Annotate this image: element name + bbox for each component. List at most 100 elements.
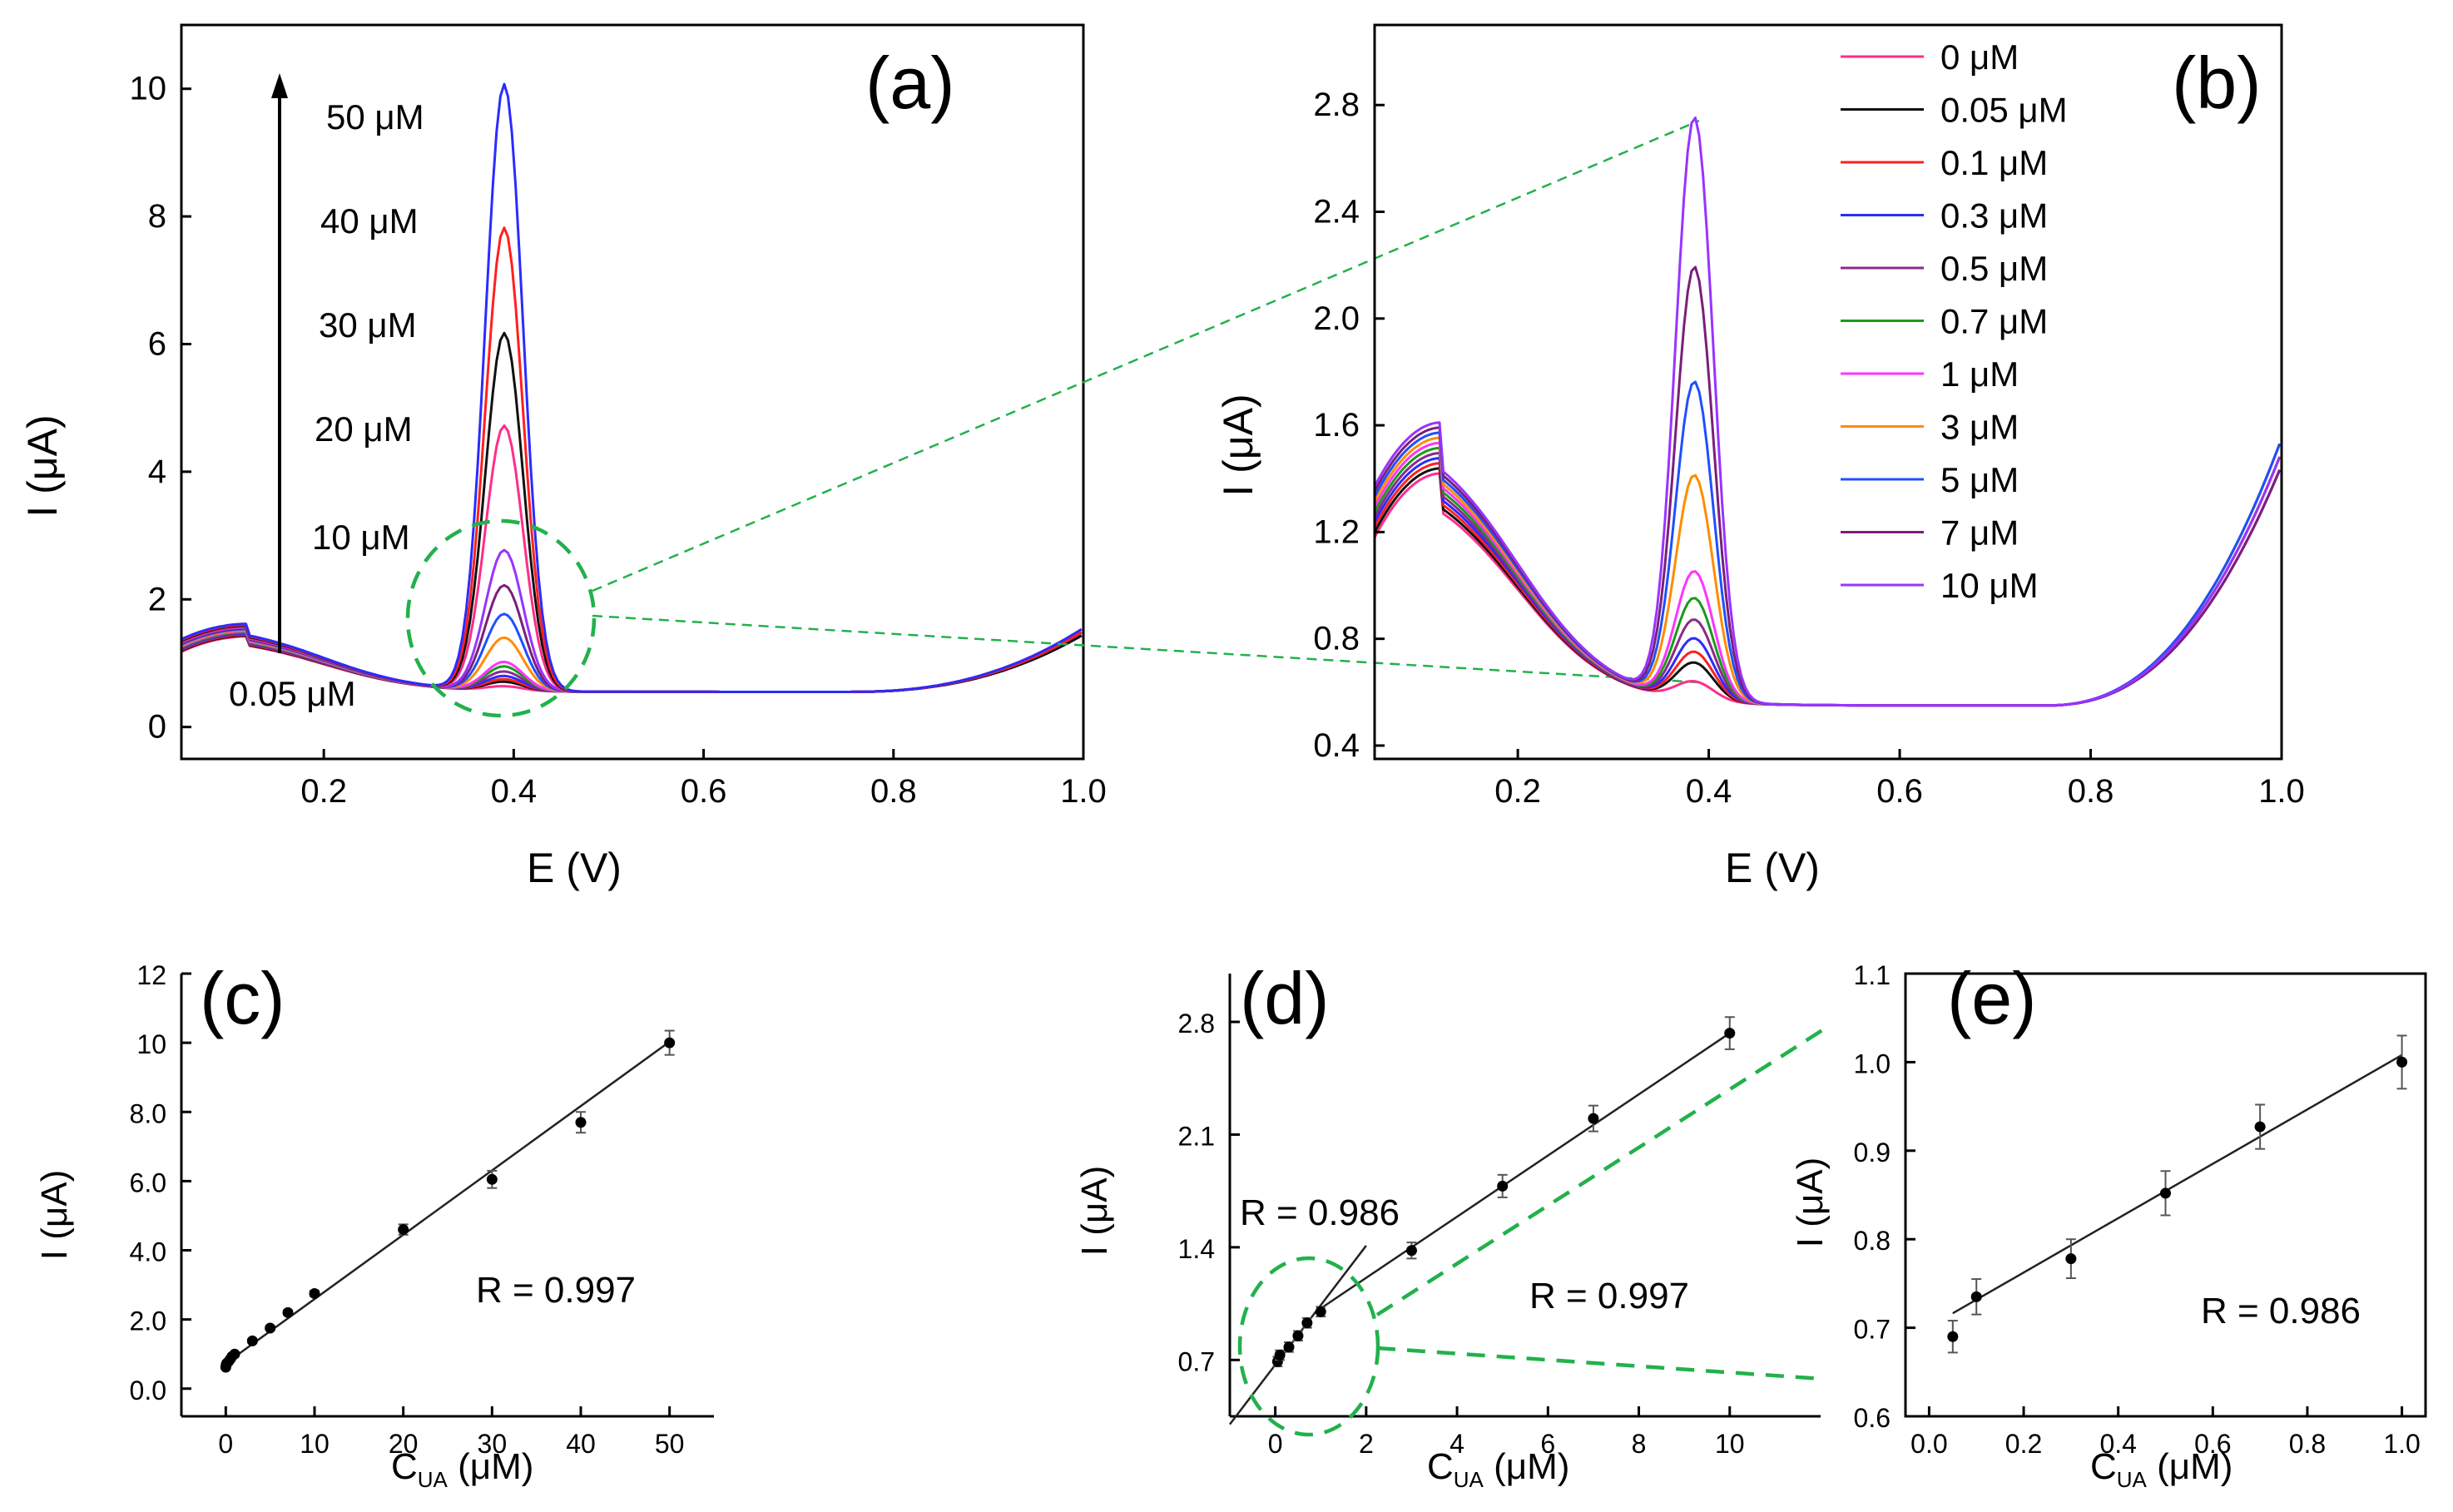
panel-a-frame — [180, 23, 1085, 761]
panel-e-data-point — [1970, 1291, 1982, 1302]
panel-d-x-tick-label: 6 — [1540, 1429, 1555, 1459]
panel-b-x-tick-label: 0.8 — [2068, 773, 2114, 810]
panel-e-y-tick-label: 0.6 — [1854, 1403, 1891, 1433]
zoom-connector-bottom — [592, 614, 1700, 684]
panel-d-y-tick-label: 2.1 — [1178, 1121, 1215, 1151]
panel-c-y-tick-label: 10 — [136, 1029, 166, 1059]
panel-e-marks — [1947, 1034, 2408, 1354]
panel-a-axes — [180, 23, 1085, 761]
panel-c-label: (c) — [200, 957, 285, 1039]
panel-b: 0.2 0.4 0.6 0.8 1.0 0.4 0.8 1.2 1.6 2.0 2.4 2.8 (b)… — [1215, 23, 2305, 891]
panel-b-axes — [1373, 23, 2283, 761]
panel-c-y-tick-label: 0.0 — [130, 1376, 166, 1405]
panel-c-data-point — [282, 1306, 294, 1318]
panel-e-x-tick-label: 0.0 — [1910, 1429, 1947, 1459]
panel-a-y-tick-label: 6 — [148, 325, 166, 362]
legend-entry: 0.7 μM — [1940, 302, 2048, 341]
panel-d-data-point — [1497, 1180, 1509, 1192]
panel-c-data-point — [246, 1335, 258, 1346]
panel-a-zoom-circle — [405, 518, 597, 718]
panel-d-marks — [1229, 1016, 1736, 1425]
panel-c-x-tick-label: 50 — [655, 1429, 685, 1459]
panel-c-y-tick-label: 12 — [136, 960, 166, 990]
panel-c-data-point — [265, 1322, 276, 1334]
zoom-connector-top — [592, 119, 1700, 592]
panel-c-data-point — [664, 1037, 676, 1048]
panel-a-y-tick-label: 10 — [130, 71, 167, 107]
legend-entry: 1 μM — [1940, 354, 2019, 394]
panel-e-fit-line — [1952, 1053, 2403, 1315]
panel-e-y-tick-label: 0.7 — [1854, 1315, 1891, 1345]
panel-c-xlabel: CUA (μM) — [391, 1446, 533, 1492]
panel-b-label: (b) — [2172, 42, 2262, 124]
panel-d-x-tick-label: 10 — [1715, 1429, 1745, 1459]
panel-a-series-line — [181, 548, 1083, 693]
panel-e-y-tick-label: 1.1 — [1854, 960, 1891, 990]
panel-d-tick-labels: 0 2 4 6 8 10 0.7 1.4 2.1 2.8 — [1178, 1009, 1745, 1459]
conc-label-30: 30 μM — [319, 305, 417, 345]
panel-e-xlabel: CUA (μM) — [2090, 1446, 2232, 1492]
panel-b-ylabel: I (μA) — [1215, 394, 1261, 496]
panel-b-tick-labels: 0.2 0.4 0.6 0.8 1.0 0.4 0.8 1.2 1.6 2.0 2.4 2.8 — [1313, 87, 2304, 810]
panel-a-series-line — [181, 424, 1083, 693]
panel-b-x-tick-label: 0.2 — [1494, 773, 1541, 810]
panel-d-data-point — [1588, 1113, 1599, 1124]
panel-c-x-tick-label: 30 — [478, 1429, 508, 1459]
panel-a-y-tick-label: 8 — [148, 198, 166, 235]
panel-e-data-point — [2254, 1121, 2266, 1133]
legend-entry: 5 μM — [1940, 460, 2019, 499]
panel-e-data-point — [2160, 1187, 2171, 1199]
panel-c-ylabel: I (μA) — [34, 1170, 75, 1260]
panel-c-tick-labels: 0 10 20 30 40 50 0.0 2.0 4.0 6.0 8.0 10 12 — [130, 960, 685, 1459]
panel-b-y-tick-label: 0.4 — [1313, 727, 1360, 764]
conc-label-10: 10 μM — [312, 518, 410, 557]
panel-e-x-tick-label: 0.6 — [2194, 1429, 2231, 1459]
panel-a-x-tick-label: 0.4 — [491, 773, 538, 810]
legend-entry: 0 μM — [1940, 37, 2019, 77]
panel-d-zoom-circle — [1237, 1256, 1380, 1437]
legend-entry: 0.05 μM — [1940, 91, 2068, 130]
panel-d-data-point — [1724, 1028, 1736, 1039]
panel-a-label: (a) — [865, 42, 955, 124]
panel-e: 0.0 0.2 0.4 0.6 0.8 1.0 0.6 0.7 0.8 0.9 1.0 1.1 (e)… — [1790, 957, 2427, 1492]
panel-b-xlabel: E (V) — [1725, 845, 1820, 891]
concentration-arrow-head — [271, 73, 288, 98]
legend-entry: 0.3 μM — [1940, 196, 2048, 235]
panel-d-x-tick-label: 0 — [1268, 1429, 1283, 1459]
legend-entry: 0.1 μM — [1940, 143, 2048, 182]
panel-c-marks — [220, 1029, 676, 1373]
panel-d-axes — [1228, 974, 1821, 1418]
panel-d-x-tick-label: 4 — [1450, 1429, 1464, 1459]
panel-b-series-line — [1375, 443, 2282, 707]
panel-d-x-tick-label: 2 — [1359, 1429, 1374, 1459]
panel-a-x-tick-label: 1.0 — [1060, 773, 1107, 810]
panel-e-data-point — [1947, 1331, 1959, 1342]
panel-b-y-tick-label: 1.2 — [1313, 513, 1360, 550]
legend-entry: 0.5 μM — [1940, 249, 2048, 288]
panel-d-data-point — [1405, 1245, 1417, 1257]
conc-label-0-05: 0.05 μM — [229, 674, 356, 713]
panel-c-y-tick-label: 2.0 — [130, 1306, 166, 1336]
panel-d-data-point — [1315, 1306, 1326, 1317]
panel-e-axes — [1904, 972, 2427, 1418]
panel-b-y-tick-label: 2.0 — [1313, 300, 1360, 337]
panel-b-y-tick-label: 2.4 — [1313, 194, 1360, 231]
panel-d-data-point — [1283, 1341, 1295, 1353]
panel-b-frame — [1373, 23, 2283, 761]
panel-d-x-tick-label: 8 — [1632, 1429, 1647, 1459]
panel-c-data-point — [229, 1348, 240, 1360]
panel-a-y-tick-label: 0 — [148, 709, 166, 746]
panel-c: 0 10 20 30 40 50 0.0 2.0 4.0 6.0 8.0 10 12 (c) R = 0… — [34, 957, 714, 1492]
panel-c-x-tick-label: 10 — [300, 1429, 330, 1459]
panel-a-tick-labels: 0.2 0.4 0.6 0.8 1.0 0 2 4 6 8 10 — [130, 71, 1107, 810]
panel-c-data-point — [575, 1117, 587, 1128]
panel-e-x-tick-label: 0.4 — [2099, 1429, 2136, 1459]
legend-entry: 10 μM — [1940, 566, 2039, 605]
panel-b-y-tick-label: 0.8 — [1313, 621, 1360, 657]
panel-d-zoom-connector-top — [1375, 1029, 1824, 1316]
panel-e-data-point — [2396, 1056, 2408, 1068]
panel-b-y-tick-label: 2.8 — [1313, 87, 1360, 123]
panel-c-data-point — [486, 1173, 498, 1185]
panel-a-xlabel: E (V) — [527, 845, 622, 891]
